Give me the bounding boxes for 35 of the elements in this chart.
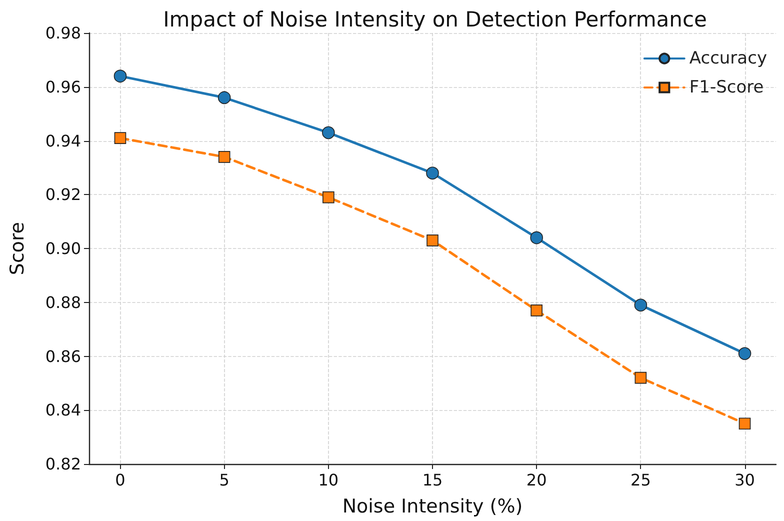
x-tick-label: 20 bbox=[526, 470, 547, 490]
y-tick-label: 0.98 bbox=[45, 24, 81, 42]
point bbox=[738, 347, 752, 360]
y-tick-label: 0.88 bbox=[45, 292, 81, 312]
x-tick-label: 25 bbox=[630, 470, 651, 490]
chart-title: Impact of Noise Intensity on Detection Performance bbox=[163, 8, 707, 32]
point bbox=[634, 372, 647, 384]
point bbox=[738, 418, 751, 430]
point bbox=[426, 166, 439, 180]
y-tick-label: 0.94 bbox=[45, 131, 81, 150]
legend-label: F1-Score bbox=[689, 78, 764, 98]
point bbox=[530, 304, 542, 316]
point bbox=[322, 126, 335, 140]
x-tick-label: 10 bbox=[318, 470, 339, 490]
y-axis-title: Score bbox=[6, 222, 28, 276]
x-tick-label: 15 bbox=[422, 470, 443, 490]
point bbox=[218, 151, 230, 163]
legend-label: Accuracy bbox=[689, 48, 768, 68]
x-axis-title: Noise Intensity (%) bbox=[342, 496, 523, 518]
y-tick-label: 0.82 bbox=[45, 454, 81, 474]
point bbox=[426, 234, 438, 246]
point bbox=[218, 91, 231, 104]
y-tick-label: 0.84 bbox=[45, 400, 81, 420]
point bbox=[634, 298, 648, 312]
y-tick-label: 0.86 bbox=[45, 346, 81, 366]
x-tick-label: 0 bbox=[115, 470, 126, 490]
y-tick-label: 0.96 bbox=[45, 77, 81, 96]
y-tick-label: 0.90 bbox=[45, 239, 81, 258]
y-tick-label: 0.92 bbox=[45, 185, 81, 204]
point bbox=[322, 191, 334, 204]
point bbox=[114, 70, 127, 82]
x-tick-label: 30 bbox=[734, 470, 755, 490]
point bbox=[530, 231, 543, 244]
point bbox=[114, 132, 126, 144]
x-tick-label: 5 bbox=[219, 470, 230, 490]
